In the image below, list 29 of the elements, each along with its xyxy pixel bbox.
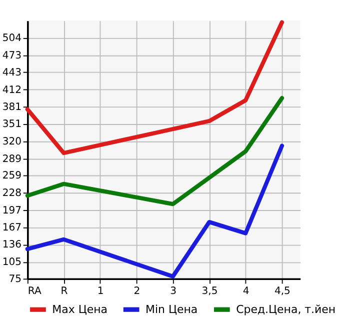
line-series (25, 96, 284, 206)
y-tick-label: 197 (2, 205, 22, 216)
x-tick-label: 3,5 (202, 286, 218, 297)
x-tick-label: 2 (134, 286, 140, 297)
y-tick-label: 289 (2, 154, 22, 165)
line-series (25, 20, 284, 156)
y-tick-label: 473 (2, 50, 22, 62)
line-series (25, 144, 284, 279)
y-tick-label: 320 (2, 136, 22, 148)
y-tick-label: 259 (2, 170, 22, 182)
y-tick-label: 351 (2, 119, 22, 130)
y-tick-label: 228 (2, 188, 22, 200)
y-tick-label: 443 (2, 67, 22, 78)
y-tick-label: 75 (8, 274, 22, 285)
y-tick-label: 504 (2, 33, 22, 44)
x-tick-label: 4,5 (274, 286, 290, 297)
x-tick-label: RA (28, 286, 42, 297)
legend-label: Сред.Цена, т.йен (236, 303, 336, 316)
x-tick-label: 4 (242, 286, 250, 297)
legend-label: Max Цена (52, 303, 108, 316)
x-tick-label: R (60, 286, 68, 297)
y-tick-label: 412 (2, 84, 22, 96)
y-tick-label: 136 (2, 240, 22, 251)
x-tick-label: 1 (97, 286, 104, 297)
y-tick-label: 167 (2, 222, 22, 234)
x-tick-label: 3 (170, 286, 177, 297)
legend-label: Min Цена (146, 303, 198, 316)
y-tick-label: 105 (2, 257, 22, 268)
y-tick-label: 381 (2, 102, 22, 114)
